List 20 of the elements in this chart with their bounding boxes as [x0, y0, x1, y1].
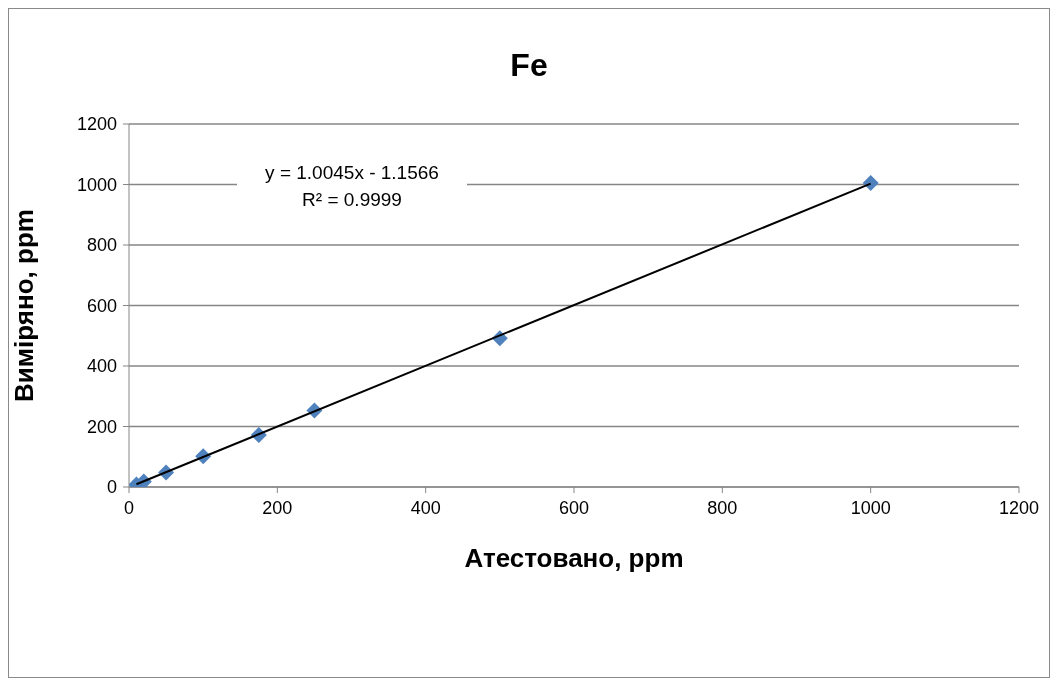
y-tick-label: 1200 [76, 114, 117, 135]
x-tick-label: 200 [262, 497, 293, 518]
x-tick-label: 800 [707, 497, 738, 518]
y-tick-label: 600 [86, 295, 117, 316]
y-tick-label: 200 [86, 416, 117, 437]
x-tick-label: 600 [558, 497, 590, 518]
chart-title: Fe [509, 47, 549, 84]
point [862, 174, 879, 191]
annotation: y = 1.0045x - 1.1566 [264, 161, 440, 185]
y-tick-label: 0 [106, 477, 117, 498]
y-tick-label: 800 [86, 235, 117, 256]
x-tick-label: 400 [410, 497, 441, 518]
x-tick-label: 0 [123, 497, 135, 518]
x-axis-title: Атестовано, ppm [464, 543, 684, 573]
y-axis-title: Виміряно, ppm [9, 209, 40, 402]
x-tick-label: 1200 [998, 497, 1040, 518]
annotation: R² = 0.9999 [301, 188, 403, 212]
x-tick-label: 1000 [850, 497, 891, 518]
y-tick-label: 1000 [76, 174, 117, 195]
y-tick-label: 400 [86, 356, 117, 377]
